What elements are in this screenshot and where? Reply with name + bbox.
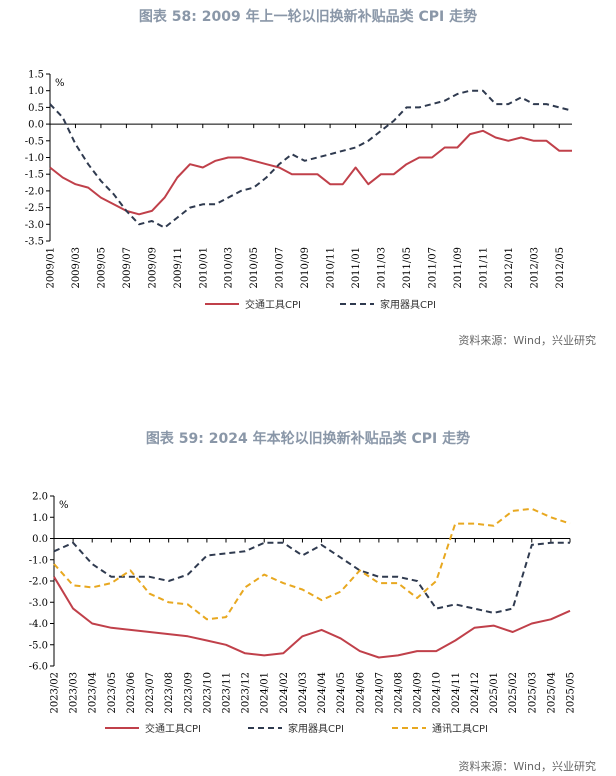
chart2-legend-label-3: 通讯工具CPI: [432, 723, 488, 735]
chart2-x-tick-label: 2024/02: [279, 672, 290, 714]
chart1-x-tick-label: 2010/11: [326, 247, 337, 289]
chart1-plot: 1.5 1.0 0.5 0.0 -0.5 -1.0 -1.5 -2.0 -2.5 -3.0 -3.5…: [25, 70, 573, 311]
chart2-x-tick-label: 2023/02: [50, 672, 61, 714]
chart2-x-tick-label: 2023/05: [107, 672, 118, 714]
chart1-x-tick-label: 2011/09: [453, 247, 464, 289]
chart2-x-tick-label: 2024/11: [451, 672, 462, 714]
chart1-x-tick-label: 2009/07: [122, 247, 133, 289]
chart1-x-tick-label: 2010/03: [224, 247, 235, 289]
chart2-x-tick-label: 2025/04: [546, 672, 557, 714]
chart2-source: 资料来源：Wind，兴业研究: [458, 760, 596, 773]
chart1-series-line-1: [49, 129, 572, 216]
chart1-y-tick-label: -0.5: [25, 136, 44, 147]
chart2-x-tick-label: 2024/03: [298, 672, 309, 714]
chart2-x-tick-label: 2025/03: [527, 672, 538, 714]
chart1-x-tick-label: 2012/01: [504, 247, 515, 289]
chart2-x-tick-label: 2024/10: [432, 672, 443, 714]
chart1-x-tick-label: 2011/01: [351, 247, 362, 289]
chart1-x-tick-label: 2009/09: [147, 247, 158, 289]
chart2-x-tick-label: 2023/06: [126, 672, 137, 714]
chart1-y-tick-label: -2.5: [25, 203, 44, 214]
chart2-y-tick-label: -4.0: [29, 619, 48, 630]
chart2-y-tick-label: -6.0: [29, 662, 48, 673]
chart1-y-tick-label: -1.5: [25, 170, 44, 181]
chart1-series-line-2: [49, 89, 573, 229]
chart1-x-tick-label: 2012/05: [555, 247, 566, 289]
chart1-x-tick-label: 2010/05: [249, 247, 260, 289]
chart2-y-tick-label: 1.0: [32, 513, 48, 524]
chart1-title: 图表 58: 2009 年上一轮以旧换新补贴品类 CPI 走势: [138, 9, 478, 25]
chart1-y-unit-label: %: [55, 78, 65, 89]
chart1-y-tick-label: -3.0: [25, 220, 44, 231]
chart1-y-tick-label: 0.5: [28, 103, 44, 114]
chart2-x-tick-label: 2024/07: [374, 672, 385, 714]
chart1-source: 资料来源：Wind，兴业研究: [458, 334, 596, 347]
chart2-x-tick-label: 2025/02: [508, 672, 519, 714]
chart1-y-tick-label: 0.0: [28, 120, 44, 131]
chart1-x-tick-label: 2011/05: [402, 247, 413, 289]
chart2-x-tick-label: 2023/09: [183, 672, 194, 714]
chart2-x-tick-label: 2023/08: [164, 672, 175, 714]
chart1-x-tick-label: 2012/03: [529, 247, 540, 289]
chart2-x-tick-label: 2024/06: [355, 672, 366, 714]
chart1-x-tick-label: 2009/03: [71, 247, 82, 289]
chart1-x-tick-label: 2009/01: [46, 247, 57, 289]
chart2-plot: 2.0 1.0 0.0 -1.0 -2.0 -3.0 -4.0 -5.0 -6.0% 2023/0…: [29, 492, 577, 736]
chart2-x-tick-label: 2024/05: [336, 672, 347, 714]
chart2-series-line-1: [53, 576, 571, 659]
chart1-x-tick-label: 2009/05: [96, 247, 107, 289]
chart2-x-tick-label: 2024/08: [394, 672, 405, 714]
chart1-x-tick-label: 2010/09: [300, 247, 311, 289]
chart1-y-tick-label: -1.0: [25, 153, 44, 164]
chart1-legend-label-1: 交通工具CPI: [245, 298, 301, 311]
chart2-x-tick-label: 2024/04: [317, 672, 328, 714]
chart2-series-line-2: [53, 541, 570, 614]
chart2-x-tick-label: 2023/11: [222, 672, 233, 714]
chart1-y-tick-label: -3.5: [25, 237, 44, 248]
chart2-y-tick-label: 2.0: [32, 492, 48, 503]
chart2-x-tick-label: 2023/07: [145, 672, 156, 714]
chart2-y-tick-label: -1.0: [29, 555, 48, 566]
chart1-legend-label-2: 家用器具CPI: [380, 298, 436, 311]
chart2-y-unit-label: %: [59, 500, 69, 511]
chart2-legend-label-1: 交通工具CPI: [145, 722, 201, 735]
chart2-x-tick-label: 2024/09: [413, 672, 424, 714]
chart2-y-tick-label: -2.0: [29, 577, 48, 588]
chart2-x-tick-label: 2024/12: [470, 672, 481, 714]
chart2-x-tick-label: 2025/05: [566, 672, 577, 714]
chart1-x-tick-label: 2011/11: [478, 247, 489, 289]
chart1-x-tick-label: 2010/07: [275, 247, 286, 289]
chart2-y-tick-label: 0.0: [32, 534, 48, 545]
chart2-y-tick-label: -3.0: [29, 598, 48, 609]
chart1-y-tick-label: 1.5: [28, 70, 44, 81]
chart1-y-tick-label: 1.0: [28, 86, 44, 97]
chart1-y-tick-label: -2.0: [25, 186, 44, 197]
chart2-title: 图表 59: 2024 年本轮以旧换新补贴品类 CPI 走势: [145, 431, 471, 447]
chart1-x-tick-label: 2011/07: [427, 247, 438, 289]
chart1-x-tick-label: 2011/03: [377, 247, 388, 289]
chart2-y-tick-label: -5.0: [29, 640, 48, 651]
chart2-x-tick-label: 2025/01: [489, 672, 500, 714]
chart2-x-tick-label: 2024/01: [260, 672, 271, 714]
chart2-x-tick-label: 2023/04: [88, 672, 99, 714]
chart2-x-tick-label: 2023/12: [241, 672, 252, 714]
chart2-x-tick-label: 2023/10: [202, 672, 213, 714]
chart2-series-line-3: [53, 507, 571, 621]
chart1-x-tick-label: 2009/11: [173, 247, 184, 289]
chart1-x-tick-label: 2010/01: [198, 247, 209, 289]
chart2-legend-label-2: 家用器具CPI: [288, 722, 344, 735]
chart2-x-tick-label: 2023/03: [69, 672, 80, 714]
